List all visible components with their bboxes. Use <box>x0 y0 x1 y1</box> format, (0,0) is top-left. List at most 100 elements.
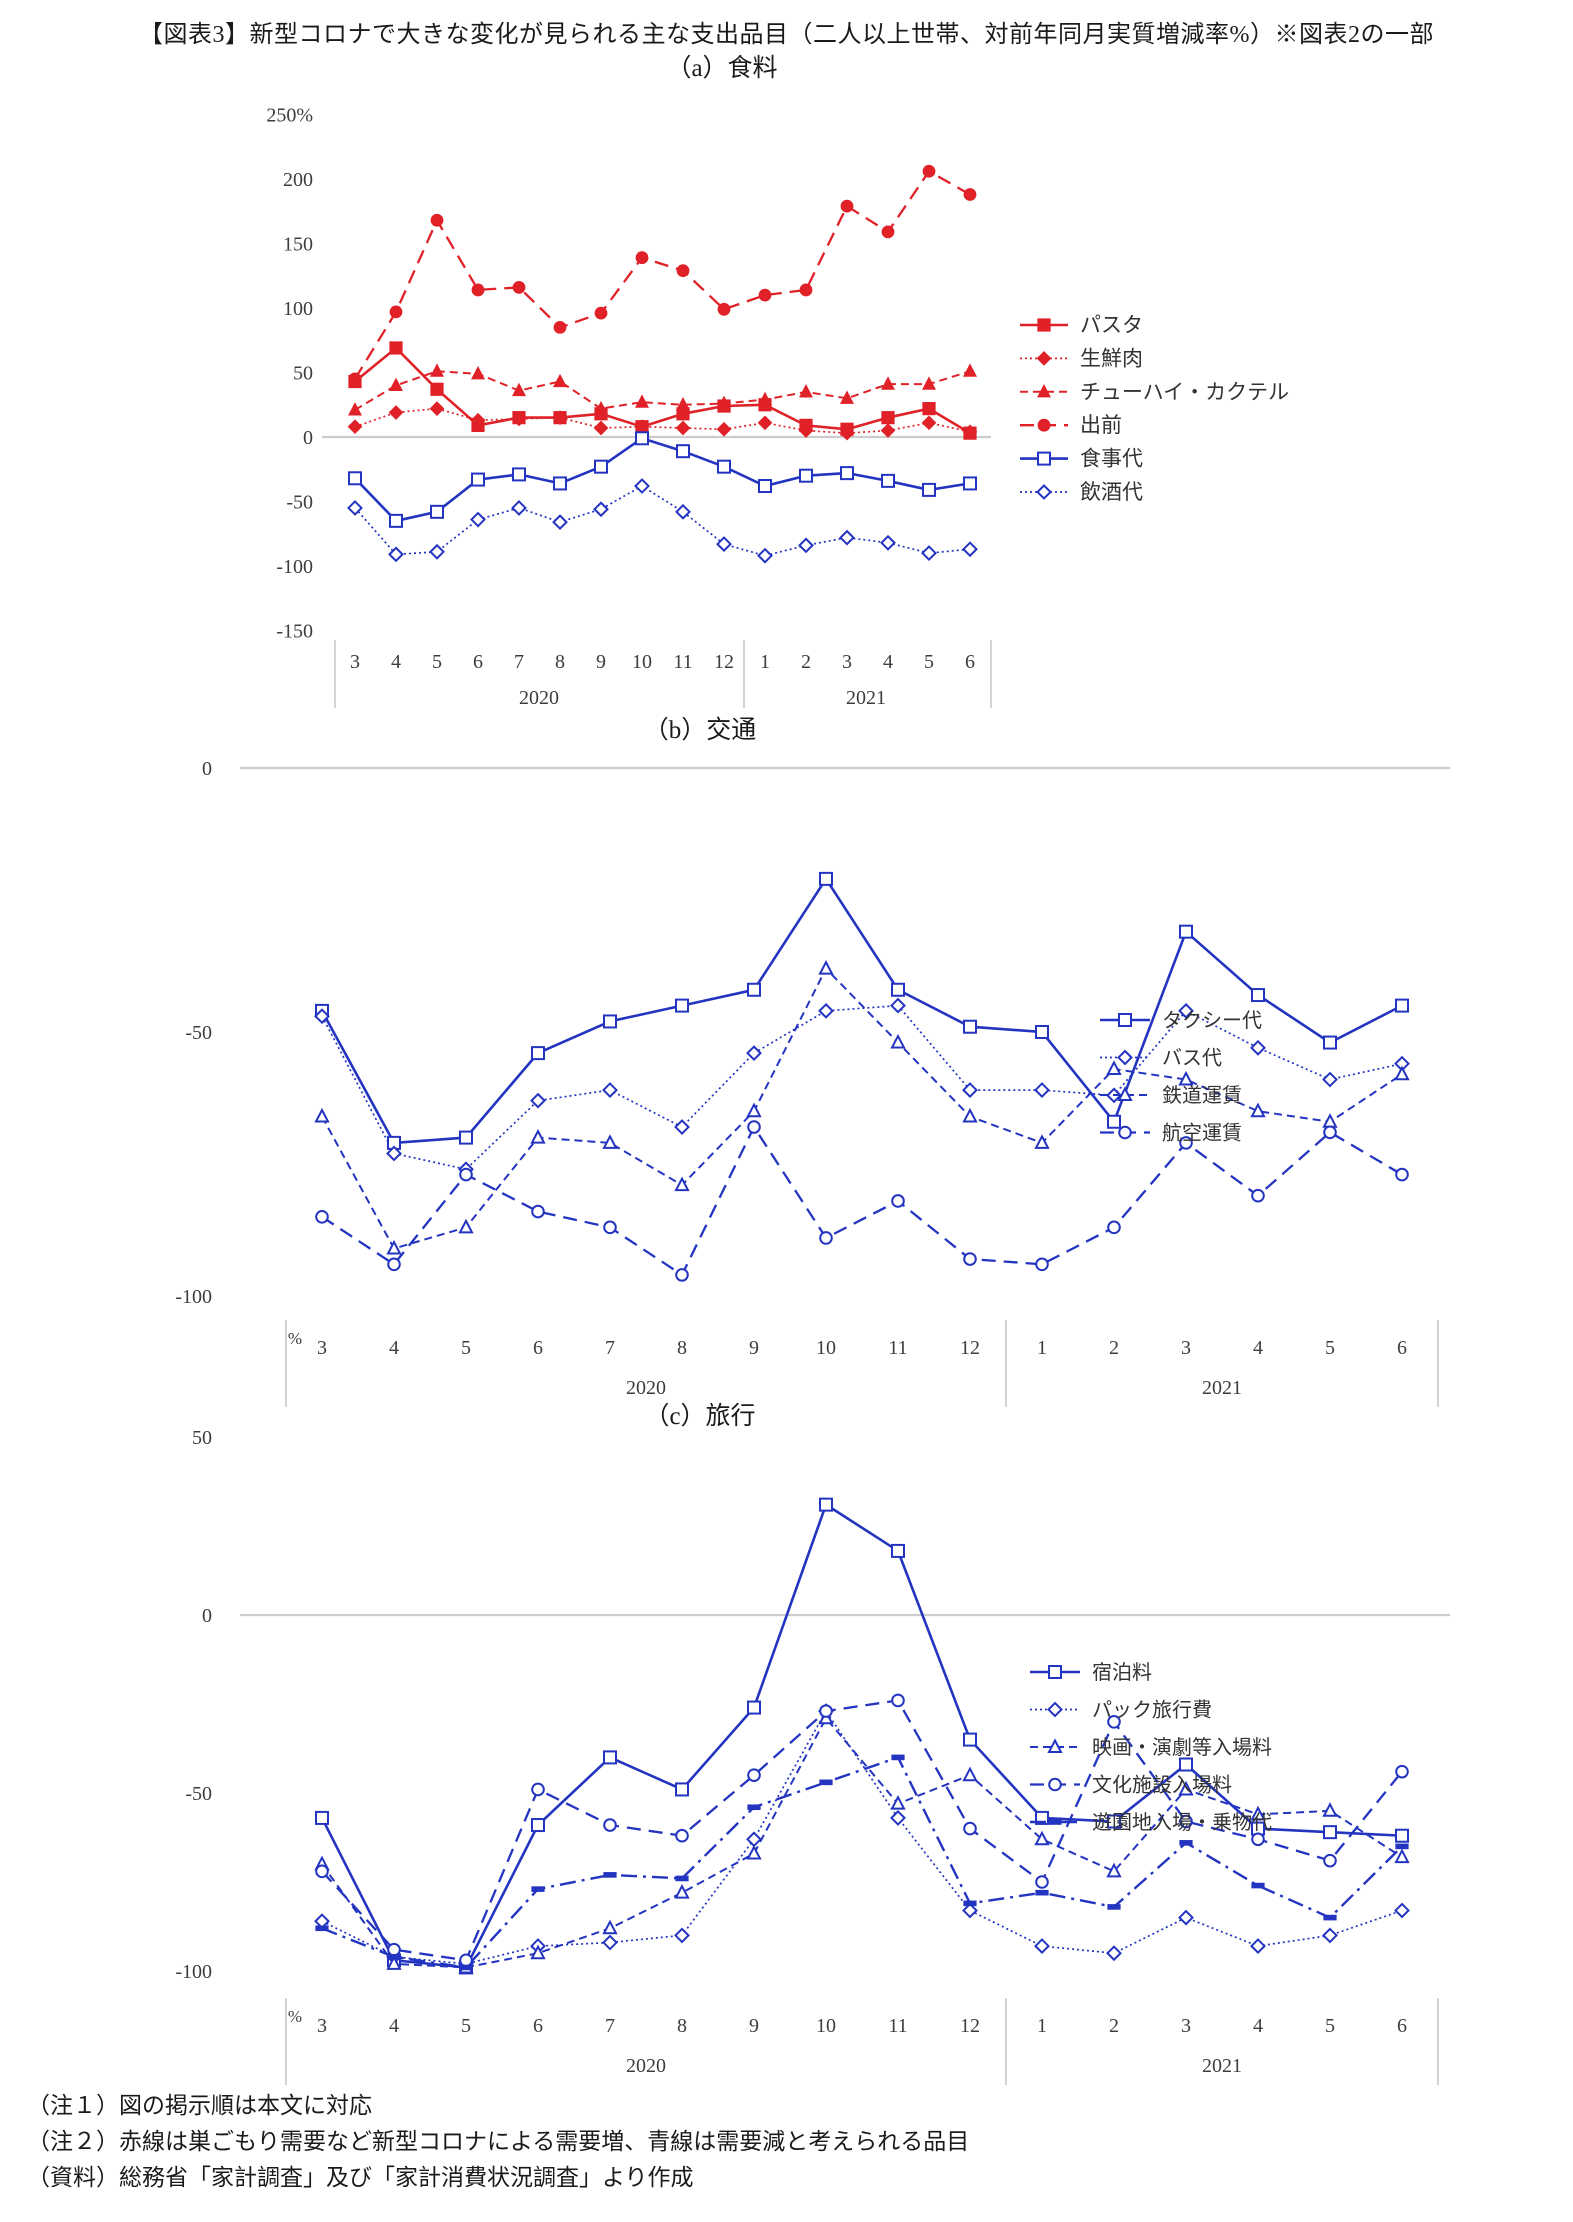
triangle-marker <box>1106 1862 1122 1878</box>
diamond-marker <box>674 1119 690 1135</box>
axis-label: 5 <box>1325 1337 1335 1359</box>
axis-label: 11 <box>673 651 692 673</box>
square-marker <box>819 871 833 886</box>
axis-label: 4 <box>391 651 401 673</box>
square-marker <box>603 1750 617 1765</box>
diamond-marker <box>962 1902 978 1919</box>
circle-marker <box>675 1268 689 1282</box>
diamond-marker <box>1178 1909 1194 1926</box>
note-line-1: （注１）図の掲示順は本文に対応 <box>27 2093 372 2118</box>
square-marker <box>1323 1035 1337 1050</box>
circle-marker <box>553 320 567 334</box>
axis-label: 5 <box>1325 2015 1335 2037</box>
legend-item: バス代 <box>1100 1047 1222 1070</box>
axis-label: 12 <box>714 651 734 673</box>
diamond-marker <box>674 1927 690 1944</box>
triangle-marker <box>674 1884 690 1899</box>
diamond-marker <box>347 419 363 435</box>
square-marker <box>315 1810 329 1825</box>
triangle-marker <box>386 1239 402 1255</box>
diamond-marker <box>890 1810 906 1826</box>
triangle-marker <box>890 1795 906 1810</box>
circle-marker <box>1323 1125 1337 1140</box>
series-line <box>354 436 971 523</box>
circle-marker <box>603 1818 617 1832</box>
series-line <box>321 1709 1403 1965</box>
diamond-marker <box>593 501 609 518</box>
square-marker <box>799 468 813 483</box>
legend-label: 宿泊料 <box>1092 1661 1152 1684</box>
circle-marker <box>799 283 813 297</box>
diamond-marker <box>880 534 896 551</box>
axis-label: 150 <box>283 234 313 256</box>
series-line <box>354 346 971 435</box>
triangle-marker <box>799 384 813 398</box>
square-marker <box>747 1700 761 1715</box>
circle-marker <box>594 306 608 320</box>
circle-marker <box>717 302 731 316</box>
diamond-marker <box>962 541 978 558</box>
axis-label: 250% <box>266 105 313 127</box>
circle-marker <box>758 288 772 302</box>
axis-label: 5 <box>461 2015 471 2037</box>
axis-label: 2 <box>801 651 811 673</box>
triangle-marker <box>635 394 649 408</box>
axis-label: 4 <box>1253 2015 1263 2037</box>
diamond-marker <box>1178 1002 1194 1019</box>
circle-marker <box>1251 1832 1265 1847</box>
dash-marker <box>1395 1843 1409 1850</box>
diamond-marker <box>314 1008 330 1025</box>
diamond-marker <box>1036 351 1052 366</box>
diamond-marker <box>1106 1945 1122 1962</box>
square-marker <box>389 513 403 528</box>
legend-label: 航空運賃 <box>1162 1122 1242 1145</box>
circle-marker <box>1048 1777 1062 1792</box>
diamond-marker <box>962 424 978 440</box>
circle-marker <box>963 1252 977 1266</box>
square-marker <box>1037 318 1051 332</box>
triangle-marker <box>890 1033 906 1049</box>
legend-item: タクシー代 <box>1100 1009 1262 1032</box>
diamond-marker <box>347 500 363 516</box>
axis-label: -150 <box>276 621 313 643</box>
diamond-marker <box>1250 1938 1266 1954</box>
diamond-marker <box>1034 1938 1050 1954</box>
dash-marker <box>1323 1914 1337 1921</box>
axis-label: 5 <box>924 651 934 673</box>
square-marker <box>881 473 895 488</box>
legend-label: 飲酒代 <box>1080 480 1143 504</box>
diamond-marker <box>429 401 445 416</box>
circle-marker <box>1179 1814 1193 1829</box>
diamond-marker <box>921 415 937 431</box>
legend-item: パスタ <box>1020 313 1143 337</box>
circle-marker <box>922 164 936 178</box>
dash-marker <box>387 1953 401 1960</box>
triangle-marker <box>1106 1060 1122 1075</box>
triangle-marker <box>471 365 485 380</box>
square-marker <box>1395 998 1409 1013</box>
dash-marker <box>819 1779 833 1786</box>
circle-marker <box>315 1864 329 1879</box>
diamond-marker <box>1117 1049 1133 1066</box>
triangle-marker <box>963 363 977 377</box>
triangle-marker <box>1034 1830 1050 1846</box>
diamond-marker <box>1250 1039 1266 1056</box>
axis-label: -50 <box>185 1022 212 1044</box>
axis-label: 6 <box>533 2015 543 2037</box>
axis-label: 2020 <box>519 687 559 709</box>
y-axis-labels: 0 -50 -100 <box>175 758 212 1308</box>
triangle-marker <box>314 1107 330 1123</box>
axis-label: 2021 <box>846 687 886 709</box>
dash-marker <box>1035 1889 1049 1896</box>
note-line-2: （注２）赤線は巣ごもり需要など新型コロナによる需要増、青線は需要減と考えられる品… <box>27 2129 970 2154</box>
dash-marker <box>531 1886 545 1892</box>
axis-label: 6 <box>965 651 975 673</box>
axis-label: % <box>288 1329 302 1348</box>
square-marker <box>1037 451 1051 466</box>
axis-label: 200 <box>283 169 313 191</box>
